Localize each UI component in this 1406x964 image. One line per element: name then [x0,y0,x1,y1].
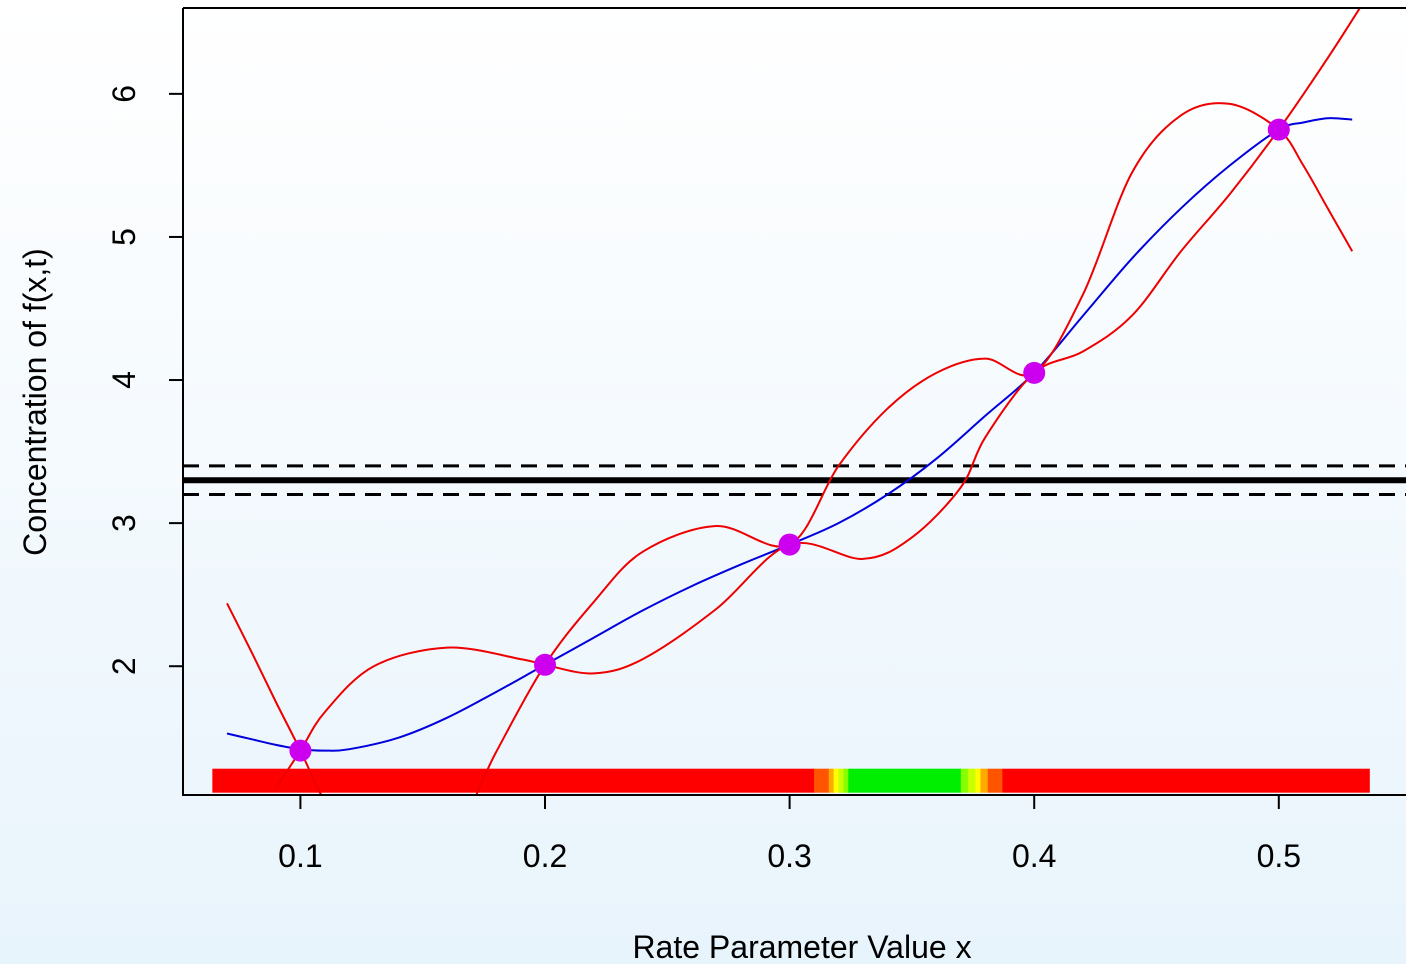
y-tick-label: 4 [106,371,142,389]
y-tick-label: 3 [106,514,142,532]
bar-segment-12 [1002,768,1370,793]
y-tick-label: 2 [106,657,142,675]
x-tick-label: 0.5 [1257,838,1301,874]
bar-segment-7 [960,768,969,793]
design-point [1023,361,1046,384]
y-axis-title: Concentration of f(x,t) [17,248,53,556]
design-point [778,533,801,556]
implausibility-bar [212,768,1370,793]
bar-segment-5 [843,768,849,793]
x-tick-label: 0.2 [523,838,567,874]
bar-segment-2 [828,768,835,793]
bar-segment-4 [838,768,844,793]
bar-segment-3 [833,768,840,793]
y-tick-label: 6 [106,85,142,103]
bar-segment-10 [980,768,989,793]
x-tick-label: 0.1 [278,838,322,874]
y-tick-label: 5 [106,228,142,246]
bar-segment-6 [848,768,962,793]
bar-segment-0 [212,768,815,793]
design-point [289,739,312,762]
bar-segment-11 [987,768,1003,793]
emulator-bound-line-1 [226,102,1354,795]
x-tick-label: 0.4 [1012,838,1056,874]
series-lines [226,8,1362,795]
plot-frame [182,8,1406,796]
design-point [534,653,557,676]
x-axis-ticks: 0.1 0.2 0.3 0.4 0.5 [278,795,1301,874]
bar-segment-9 [975,768,981,793]
emulator-mean-line [226,117,1353,752]
bar-segment-8 [968,768,977,793]
reference-lines [183,464,1406,497]
emulator-bound-line-2 [275,8,1362,789]
bar-segment-1 [814,768,830,793]
design-point [1267,118,1290,141]
x-axis-title: Rate Parameter Value x [632,929,971,964]
design-points [289,118,1290,762]
x-tick-label: 0.3 [767,838,811,874]
y-axis-ticks: 2 3 4 5 6 [106,85,183,675]
